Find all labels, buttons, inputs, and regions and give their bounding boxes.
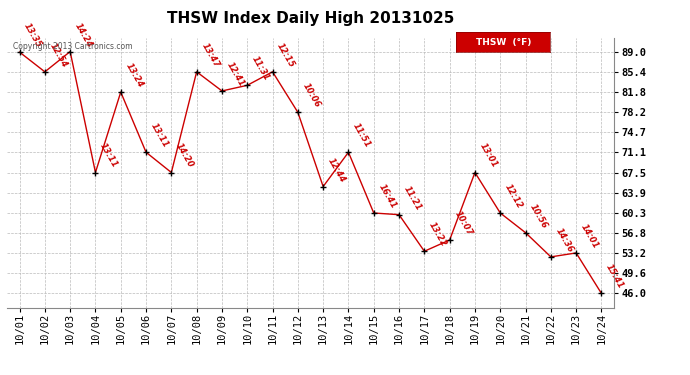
Text: 12:12: 12:12 xyxy=(503,183,524,210)
Text: 13:22: 13:22 xyxy=(427,221,449,249)
Text: 12:41: 12:41 xyxy=(225,60,246,88)
Text: 13:11: 13:11 xyxy=(149,122,170,150)
Text: 16:41: 16:41 xyxy=(377,183,397,210)
Text: 14:36: 14:36 xyxy=(553,226,575,254)
Text: 13:11: 13:11 xyxy=(98,142,119,170)
Text: THSW Index Daily High 20131025: THSW Index Daily High 20131025 xyxy=(167,11,454,26)
Text: 15:41: 15:41 xyxy=(604,263,625,291)
Text: 13:35: 13:35 xyxy=(22,22,43,50)
Text: 10:56: 10:56 xyxy=(529,202,549,230)
Text: 10:07: 10:07 xyxy=(453,210,473,237)
Text: 14:01: 14:01 xyxy=(579,222,600,250)
Text: 12:44: 12:44 xyxy=(326,156,347,184)
Text: 11:31: 11:31 xyxy=(250,55,271,82)
Text: 12:15: 12:15 xyxy=(275,41,297,69)
Text: 14:24: 14:24 xyxy=(73,21,94,49)
Text: 13:01: 13:01 xyxy=(477,142,499,170)
Text: 13:24: 13:24 xyxy=(124,62,145,89)
Text: 11:21: 11:21 xyxy=(402,184,423,212)
Text: 14:20: 14:20 xyxy=(174,142,195,170)
Text: Copyright 2013 Cartronics.com: Copyright 2013 Cartronics.com xyxy=(13,42,132,51)
Text: 10:06: 10:06 xyxy=(301,82,322,110)
Text: 11:51: 11:51 xyxy=(351,122,373,150)
Text: 13:47: 13:47 xyxy=(199,41,221,69)
Text: 12:54: 12:54 xyxy=(48,41,69,69)
